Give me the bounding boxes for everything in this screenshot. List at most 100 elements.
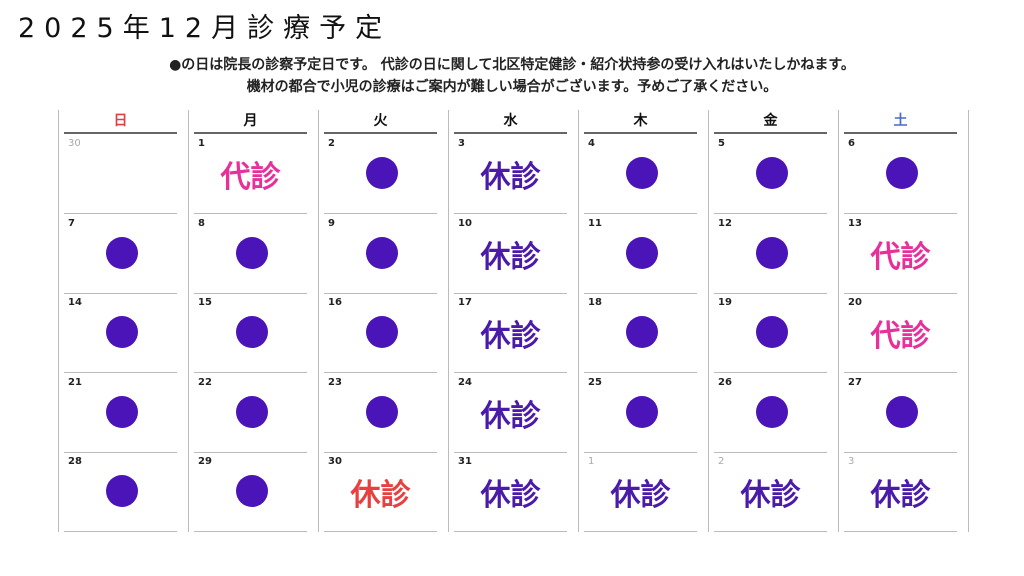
director-attending-dot-icon — [366, 316, 398, 349]
director-attending-dot-icon — [366, 236, 398, 269]
director-attending-dot-icon — [106, 236, 138, 269]
day-number: 30 — [68, 138, 81, 149]
director-attending-dot-icon — [756, 157, 788, 189]
calendar-day-cell: 22 — [194, 373, 307, 453]
director-attending-dot-icon — [626, 395, 658, 428]
calendar-day-cell: 30 休診 — [324, 452, 437, 533]
column-divider — [968, 110, 969, 532]
day-number: 30 — [328, 456, 342, 468]
substitute-doctor-label: 代診 — [870, 319, 931, 355]
director-attending-dot-icon — [886, 157, 918, 189]
day-number: 1 — [198, 138, 205, 149]
page-title: 2025年12月診療予定 — [18, 13, 392, 44]
column-divider — [188, 110, 189, 532]
calendar-day-cell: 14 — [64, 293, 177, 374]
director-attending-dot-icon — [236, 475, 268, 508]
calendar-day-cell: 6 — [844, 134, 957, 214]
director-attending-dot-icon — [756, 395, 788, 428]
day-number: 17 — [458, 297, 472, 309]
notice-line-1: ●の日は院長の診察予定日です。 代診の日に関して北区特定健診・紹介状持参の受け入… — [169, 57, 855, 73]
closed-label: 休診 — [480, 398, 541, 434]
calendar-day-cell: 9 — [324, 214, 437, 294]
calendar-day-cell: 28 — [64, 452, 177, 533]
day-number: 11 — [588, 217, 602, 229]
calendar-day-cell: 29 — [194, 452, 307, 533]
calendar-day-cell: 26 — [714, 373, 827, 453]
calendar-day-cell: 19 — [714, 293, 827, 374]
column-divider — [58, 110, 59, 532]
closed-label: 休診 — [480, 319, 541, 355]
calendar-day-cell: 2 休診 — [714, 452, 827, 533]
calendar-day-cell: 3 休診 — [454, 134, 567, 214]
closed-label: 休診 — [480, 160, 541, 195]
closed-label: 休診 — [610, 478, 671, 514]
weekday-header: 火 — [324, 110, 437, 134]
director-attending-dot-icon — [626, 316, 658, 349]
calendar-day-cell: 16 — [324, 293, 437, 374]
weekday-header: 土 — [844, 110, 957, 134]
calendar-day-cell: 3 休診 — [844, 452, 957, 533]
calendar-day-cell: 24 休診 — [454, 373, 567, 453]
calendar-day-cell: 23 — [324, 373, 437, 453]
calendar-day-cell: 7 — [64, 214, 177, 294]
calendar-day-cell: 15 — [194, 293, 307, 374]
weekday-header: 木 — [584, 110, 697, 134]
day-number: 25 — [588, 376, 602, 388]
day-number: 2 — [718, 456, 725, 468]
notice-line-2: 機材の都合で小児の診療はご案内が難しい場合がございます。予めご了承ください。 — [246, 79, 778, 95]
weekday-column: 月 1 代診 8 15 22 29 — [188, 110, 318, 533]
weekday-column: 木 4 11 18 25 1 休診 — [578, 110, 708, 533]
day-number: 20 — [848, 297, 862, 309]
calendar-day-cell: 27 — [844, 373, 957, 453]
closed-label: 休診 — [740, 478, 801, 514]
director-attending-dot-icon — [756, 316, 788, 349]
closed-label: 休診 — [870, 478, 931, 514]
weekday-column: 水 3 休診 10 休診 17 休診 24 休診 31 休診 — [448, 110, 578, 533]
calendar-day-cell: 25 — [584, 373, 697, 453]
calendar-day-cell: 5 — [714, 134, 827, 214]
day-number: 18 — [588, 297, 602, 309]
column-divider — [448, 110, 449, 532]
day-number: 7 — [68, 217, 75, 229]
weekday-column: 金 5 12 19 26 2 休診 — [708, 110, 838, 533]
calendar-day-cell: 20 代診 — [844, 293, 957, 374]
calendar-day-cell: 30 — [64, 134, 177, 214]
weekday-header: 金 — [714, 110, 827, 134]
substitute-doctor-label: 代診 — [870, 239, 931, 275]
director-attending-dot-icon — [106, 395, 138, 428]
calendar-day-cell: 1 代診 — [194, 134, 307, 214]
day-number: 29 — [198, 456, 212, 468]
director-attending-dot-icon — [236, 316, 268, 349]
day-number: 21 — [68, 376, 82, 388]
column-divider — [708, 110, 709, 532]
day-number: 24 — [458, 376, 472, 388]
calendar-day-cell: 8 — [194, 214, 307, 294]
day-number: 3 — [458, 138, 465, 149]
day-number: 5 — [718, 138, 725, 149]
calendar-day-cell: 21 — [64, 373, 177, 453]
director-attending-dot-icon — [236, 236, 268, 269]
calendar-day-cell: 4 — [584, 134, 697, 214]
director-attending-dot-icon — [626, 236, 658, 269]
day-number: 10 — [458, 217, 472, 229]
day-number: 26 — [718, 376, 732, 388]
director-attending-dot-icon — [626, 157, 658, 189]
calendar-day-cell: 17 休診 — [454, 293, 567, 374]
calendar-day-cell: 13 代診 — [844, 214, 957, 294]
calendar-day-cell: 18 — [584, 293, 697, 374]
director-attending-dot-icon — [756, 236, 788, 269]
day-number: 3 — [848, 456, 855, 468]
director-attending-dot-icon — [106, 316, 138, 349]
day-number: 16 — [328, 297, 342, 309]
director-attending-dot-icon — [366, 157, 398, 189]
day-number: 13 — [848, 217, 862, 229]
day-number: 23 — [328, 376, 342, 388]
day-number: 9 — [328, 217, 335, 229]
director-attending-dot-icon — [236, 395, 268, 428]
day-number: 1 — [588, 456, 595, 468]
day-number: 28 — [68, 456, 82, 468]
day-number: 12 — [718, 217, 732, 229]
weekday-column: 日 30 7 14 21 28 — [58, 110, 188, 533]
calendar-day-cell: 11 — [584, 214, 697, 294]
day-number: 31 — [458, 456, 472, 468]
